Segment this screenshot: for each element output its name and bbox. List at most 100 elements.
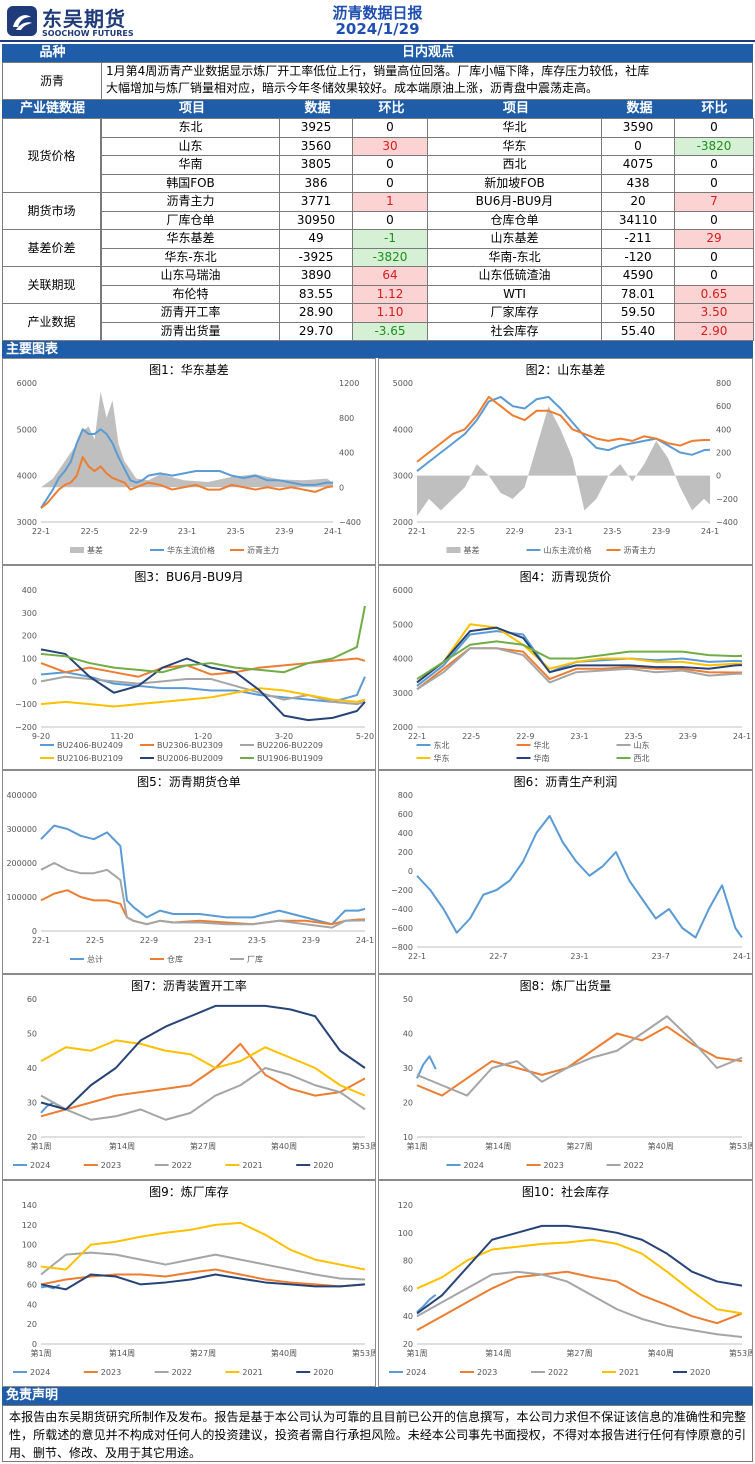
series-line [40,1042,366,1118]
x-tick-label: 第14周 [109,1348,135,1358]
y-tick-label: 400 [398,829,413,838]
x-tick-label: 22-1 [32,936,50,945]
x-tick-label: 第14周 [485,1348,511,1358]
th-change-left: 环比 [378,101,405,116]
series-line [416,1224,743,1315]
y-tick-label: 140 [22,1201,37,1210]
table-cell-value-right: 59.50 [601,303,675,323]
table-cell-change-right: -3820 [674,136,754,156]
view-col-opinion: 日内观点 [401,45,454,60]
table-cell-change-right: 0 [674,210,754,230]
series-line [416,1270,743,1339]
table-cell-change-right: 3.50 [674,303,754,323]
chart-svg: −800 −600 −400 −200 0 200 400 600 800 22-1 22-7 23-… [391,791,751,961]
th-value-left: 数据 [304,101,331,116]
x-tick-label: 24-1 [733,952,751,961]
y-tick-label: 40 [27,1064,37,1073]
x-tick-label: 24-1 [356,936,374,945]
chart-title: 图10：社会库存 [521,1185,610,1199]
legend-label: 2023 [544,1161,564,1170]
x-tick-label: 23-5 [625,732,643,741]
y-tick-label: 400 [22,586,37,595]
chart-svg: 0 20 40 60 80 100 120 140 第1周 第14周 第27周 第40周 第53周 202… [13,1201,375,1377]
y-tick-label: 200 [398,848,413,857]
table-cell-value-right: 55.40 [601,321,675,341]
table-cell-item-left: 布伦特 [101,284,280,304]
x-tick-label: 24-1 [701,527,719,536]
table-cell-change-left: 1 [352,192,428,212]
y-tick-label: 2000 [393,723,413,732]
series-line [40,862,366,929]
table-cell-value-left: 386 [279,173,353,193]
series-line [40,1268,366,1288]
series-line [40,1221,366,1271]
report-title: 沥青数据日报 [332,4,423,22]
series-line [40,889,366,926]
series-line [416,395,711,472]
x-tick-label: 第14周 [485,1141,511,1151]
table-cell-value-left: 3560 [279,136,353,156]
x-tick-label: 第1周 [30,1348,51,1358]
table-cell-value-left: 83.55 [279,284,353,304]
table-cell-item-left: 沥青开工率 [101,303,280,323]
legend-label: BU2006-BU2009 [157,754,223,763]
legend-label: BU2306-BU2309 [157,741,223,750]
th-chain: 产业链数据 [19,101,85,116]
x-tick-label: 22-9 [140,936,158,945]
legend-label: 2023 [101,1368,121,1377]
table-cell-change-right: 0 [674,118,754,138]
y-tick-label: 5000 [17,425,37,434]
x-tick-label: 第1周 [30,1141,51,1151]
table-cell-change-right: 0.65 [674,284,754,304]
x-tick-label: 第40周 [648,1348,674,1358]
y-tick-label: 4000 [393,655,413,664]
x-tick-label: 第40周 [271,1141,297,1151]
y-tick-label: 60 [403,1284,413,1293]
chart-c10: 图10：社会库存 20 40 60 80 100 120 第1周 第14周 第27周 第40周 第53… [378,1180,753,1387]
y-tick-label: 50 [27,1030,37,1039]
table-cell-item-left: 华南 [101,155,280,175]
view-variety: 沥青 [2,62,102,100]
x-tick-label: 第14周 [109,1141,135,1151]
x-tick-label: 22-1 [32,527,50,536]
y2-tick-label: 0 [339,483,344,492]
legend-label: 东北 [434,740,450,750]
view-opinion-line1: 1月第4周沥青产业数据显示炼厂开工率低位上行，销量高位回落。厂库小幅下降，库存压… [106,64,650,78]
table-category: 基差价差 [2,229,101,267]
legend-label: 沥青主力 [247,545,279,555]
legend-label: 总计 [87,954,103,964]
x-tick-label: 23-9 [275,527,293,536]
legend-label: 2023 [477,1368,497,1377]
legend-label: 2021 [242,1161,262,1170]
chart-c3: 图3：BU6月-BU9月 −200 −100 0 100 200 300 400 9-20 11-… [2,565,376,770]
table-cell-value-right: 0 [601,136,675,156]
chart-c2: 图2：山东基差 2000 3000 4000 5000 −400 −200 0 200 400 60… [378,358,753,565]
chart-c7: 图7：沥青装置开工率 20 30 40 50 60 第1周 第14周 第27周 第40周 第53周 2… [2,974,376,1180]
chart-c5: 图5：沥青期货仓单 0 100000 200000 300000 400000 22-1 22… [2,770,376,974]
chart-c8: 图8：炼厂出货量 10 20 30 40 50 第1周 第14周 第27周 第40周 第53周 202… [378,974,753,1180]
company-logo: 东吴期货 SOOCHOW FUTURES [6,3,156,39]
table-header-bar: 产业链数据 项目 数据 环比 项目 数据 环比 [2,100,753,118]
table-cell-change-left: 0 [352,118,428,138]
y-tick-label: 300 [22,609,37,618]
report-date: 2024/1/29 [335,20,420,38]
y-tick-label: 2000 [393,518,413,527]
legend-label: 华南 [534,753,550,763]
chart-c4: 图4：沥青现货价 2000 3000 4000 5000 6000 22-1 22-5 22-9… [378,565,753,770]
y-tick-label: 60 [27,1280,37,1289]
chart-svg: −200 −100 0 100 200 300 400 9-20 11-20 1-20 3-20 5-… [15,586,374,763]
y-tick-label: −600 [391,924,413,933]
legend-label: BU2106-BU2109 [57,754,123,763]
x-tick-label: 22-5 [86,936,104,945]
y-tick-label: 600 [398,810,413,819]
x-tick-label: 3-20 [275,732,293,741]
table-category: 现货价格 [2,118,101,193]
y2-tick-label: 800 [716,379,731,388]
chart-svg: 2000 3000 4000 5000 6000 22-1 22-5 22-9 23-1 23-5… [393,586,751,763]
y-tick-label: 20 [27,1133,37,1142]
series-line [416,1293,437,1313]
table-cell-item-left: 山东 [101,136,280,156]
y2-tick-label: −200 [716,495,738,504]
y-tick-label: 6000 [17,379,37,388]
table-cell-change-right: 29 [674,229,754,249]
